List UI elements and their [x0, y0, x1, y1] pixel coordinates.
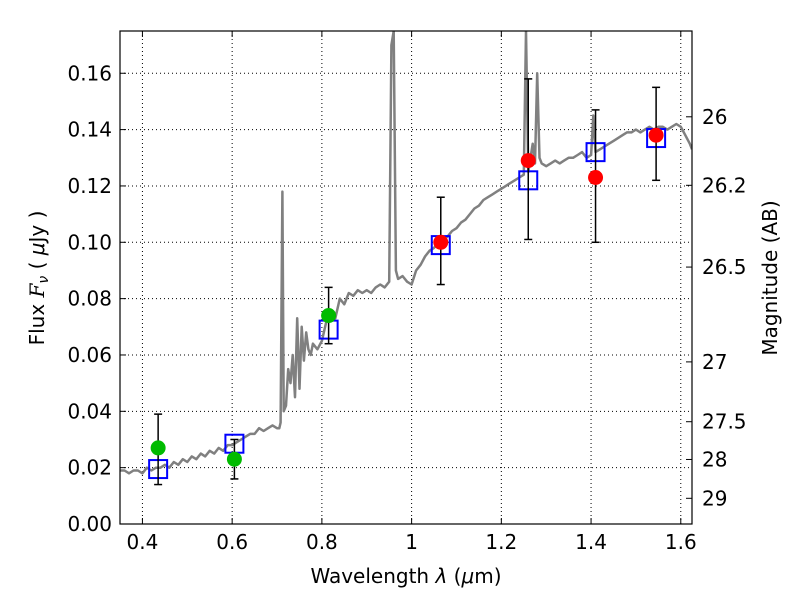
x-tick-label: 1.2 [485, 530, 517, 554]
y-axis-label: Flux Fν ( μJy ) [25, 211, 52, 346]
x-tick-label: 0.4 [127, 530, 159, 554]
right-y-axis-label: Magnitude (AB) [758, 200, 782, 355]
y-tick-label: 0.06 [67, 343, 112, 367]
tick-labels: 0.4 0.6 0.8 1 1.2 1.4 1.6 0.00 0.02 0.04 0.06 0.08 0… [67, 61, 746, 554]
magnitude-tick-label: 28 [702, 447, 727, 471]
x-tick-label: 1.6 [665, 530, 697, 554]
magnitude-tick-label: 27 [702, 350, 727, 374]
y-tick-label: 0.14 [67, 118, 112, 142]
x-tick-label: 0.6 [216, 530, 248, 554]
spectrum-line [120, 31, 692, 475]
plot-area [120, 31, 692, 486]
observed-point [226, 451, 242, 467]
x-tick-label: 0.8 [306, 530, 338, 554]
x-tick-label: 1 [405, 530, 418, 554]
magnitude-tick-label: 27.5 [702, 410, 747, 434]
plot-frame [119, 30, 693, 525]
y-tick-label: 0.04 [67, 399, 112, 423]
observed-point [150, 440, 166, 456]
y-tick-label: 0.16 [67, 61, 112, 85]
grid-lines [120, 31, 692, 524]
y-tick-label: 0.00 [67, 512, 112, 536]
magnitude-tick-label: 29 [702, 486, 727, 510]
y-tick-label: 0.02 [67, 456, 112, 480]
y-tick-label: 0.08 [67, 287, 112, 311]
y-tick-label: 0.12 [67, 174, 112, 198]
magnitude-tick-label: 26.5 [702, 255, 747, 279]
observed-point [321, 308, 337, 324]
y-tick-label: 0.10 [67, 230, 112, 254]
observed-point [648, 127, 664, 143]
axis-ticks [120, 31, 692, 525]
observed-point [588, 169, 604, 185]
magnitude-tick-label: 26.2 [702, 173, 747, 197]
x-axis-label: Wavelength λ (μm) [310, 564, 501, 588]
observed-point [433, 234, 449, 250]
magnitude-tick-label: 26 [702, 105, 727, 129]
x-tick-label: 1.4 [575, 530, 607, 554]
observed-point [520, 153, 536, 169]
